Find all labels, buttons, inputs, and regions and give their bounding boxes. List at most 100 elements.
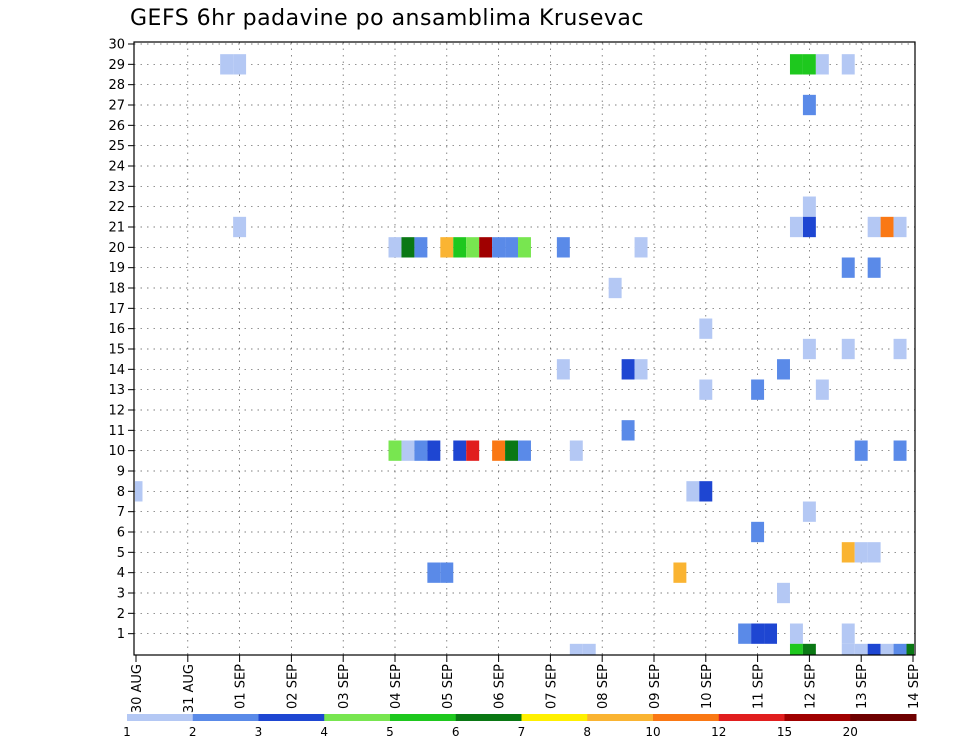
x-tick-label: 03 SEP: [337, 664, 352, 709]
precip-cell: [751, 623, 765, 644]
precip-cell: [841, 338, 855, 360]
x-tick-label: 09 SEP: [648, 664, 663, 709]
y-tick-label: 2: [117, 607, 125, 622]
colorbar-swatch: [521, 714, 588, 721]
precip-cell: [867, 257, 881, 278]
precip-cell: [608, 277, 622, 299]
y-tick-label: 30: [108, 38, 125, 53]
y-tick-label: 5: [117, 546, 125, 561]
precip-cell: [686, 481, 700, 502]
precip-cell: [815, 379, 829, 400]
precip-cell: [789, 216, 803, 238]
x-tick-label: 01 SEP: [234, 664, 249, 709]
precip-cell: [388, 237, 402, 258]
y-tick-label: 8: [117, 485, 125, 500]
colorbar-swatch: [455, 714, 522, 721]
y-tick-label: 3: [117, 587, 125, 602]
precip-cell: [492, 440, 506, 461]
precip-cell: [673, 562, 687, 583]
precip-cell: [479, 237, 493, 258]
precip-cell: [841, 542, 855, 563]
colorbar-swatch: [718, 714, 785, 721]
precip-cell: [634, 359, 648, 380]
precip-cell: [854, 643, 868, 655]
precip-cell: [802, 54, 816, 75]
precip-cell: [440, 562, 454, 583]
precip-cell: [505, 237, 519, 258]
colorbar-label: 1: [123, 725, 131, 739]
y-tick-label: 24: [108, 160, 125, 175]
precip-cell: [802, 94, 816, 116]
colorbar-swatch: [192, 714, 259, 721]
precip-cell: [699, 481, 713, 502]
precip-cell: [427, 562, 441, 583]
x-tick-label: 05 SEP: [441, 664, 456, 709]
x-tick-label: 11 SEP: [752, 664, 767, 709]
colorbar-label: 2: [189, 725, 197, 739]
y-tick-label: 25: [108, 139, 125, 154]
precip-cell: [492, 237, 506, 258]
y-tick-label: 20: [108, 241, 125, 256]
precip-cell: [841, 54, 855, 75]
x-tick-label: 10 SEP: [700, 664, 715, 709]
x-tick-label: 04 SEP: [389, 664, 404, 709]
colorbar-label: 8: [583, 725, 591, 739]
y-tick-label: 22: [108, 200, 125, 215]
x-tick-label: 08 SEP: [596, 664, 611, 709]
precip-cell: [802, 501, 816, 522]
precip-cell: [867, 643, 881, 655]
precip-cell: [880, 643, 894, 655]
precip-cell: [893, 643, 907, 655]
precip-cell: [401, 440, 415, 461]
precip-cell: [699, 379, 713, 400]
colorbar-swatch: [390, 714, 457, 721]
colorbar-label: 7: [518, 725, 526, 739]
precip-cell: [388, 440, 402, 461]
precip-cell: [854, 440, 868, 461]
precip-cell: [569, 440, 583, 461]
precip-cell: [220, 54, 234, 75]
precip-cell: [453, 237, 467, 258]
precip-cell: [414, 237, 428, 258]
precip-cell: [699, 318, 713, 339]
precip-cell: [802, 196, 816, 217]
y-tick-label: 23: [108, 180, 125, 195]
y-tick-label: 16: [108, 322, 125, 337]
precip-cell: [427, 440, 441, 461]
precip-cell: [621, 420, 635, 441]
precip-cell: [453, 440, 467, 461]
colorbar-swatch: [258, 714, 325, 721]
colorbar-swatch: [850, 714, 917, 721]
x-axis-ticks: 30 AUG 31 AUG 01 SEP 02 SEP 03 SEP 04 SEP 05 S…: [130, 655, 922, 713]
precip-cell: [854, 542, 868, 563]
precipitation-cells: [135, 54, 914, 655]
precip-cell: [789, 54, 803, 75]
y-tick-label: 12: [108, 404, 125, 419]
precip-cell: [440, 237, 454, 258]
precip-cell: [518, 237, 531, 258]
precip-cell: [841, 623, 855, 644]
precip-cell: [802, 216, 816, 238]
y-tick-label: 10: [108, 444, 125, 459]
precip-cell: [893, 216, 907, 238]
precip-cell: [841, 257, 855, 278]
y-tick-label: 9: [117, 465, 125, 480]
precip-cell: [893, 440, 907, 461]
x-tick-label: 14 SEP: [907, 664, 922, 709]
y-tick-label: 14: [108, 363, 125, 378]
precip-cell: [518, 440, 531, 461]
precip-cell: [233, 54, 247, 75]
colorbar-label: 12: [711, 725, 726, 739]
colorbar-label: 15: [777, 725, 792, 739]
x-tick-label: 06 SEP: [493, 664, 508, 709]
colorbar-label: 6: [452, 725, 460, 739]
precip-cell: [789, 643, 803, 655]
precip-cell: [738, 623, 752, 644]
precip-cell: [777, 582, 790, 604]
precip-cell: [505, 440, 519, 461]
precip-cell: [621, 359, 635, 380]
precip-cell: [841, 643, 855, 655]
colorbar-label: 3: [255, 725, 263, 739]
precip-cell: [466, 237, 480, 258]
